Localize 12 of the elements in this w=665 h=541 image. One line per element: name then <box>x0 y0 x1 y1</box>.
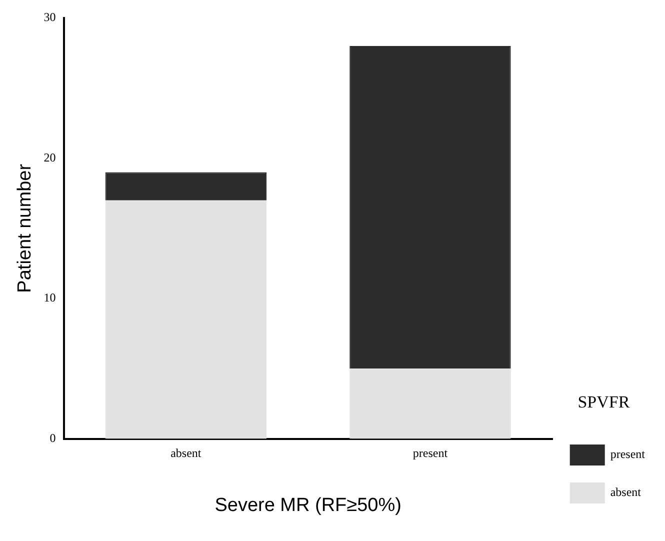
legend-label: absent <box>610 485 642 500</box>
y-tick-label: 10 <box>44 290 56 305</box>
bar <box>350 368 511 439</box>
y-axis-title: Patient number <box>14 163 36 293</box>
bar <box>105 172 267 200</box>
y-tick-label: 0 <box>50 430 56 445</box>
y-tick-label: 20 <box>44 150 56 164</box>
legend-title: SPVFR <box>578 392 630 412</box>
bar <box>350 46 511 369</box>
x-axis-title: Severe MR (RF≥50%) <box>214 494 402 516</box>
bar <box>105 200 267 439</box>
y-tick-label: 30 <box>44 10 56 24</box>
